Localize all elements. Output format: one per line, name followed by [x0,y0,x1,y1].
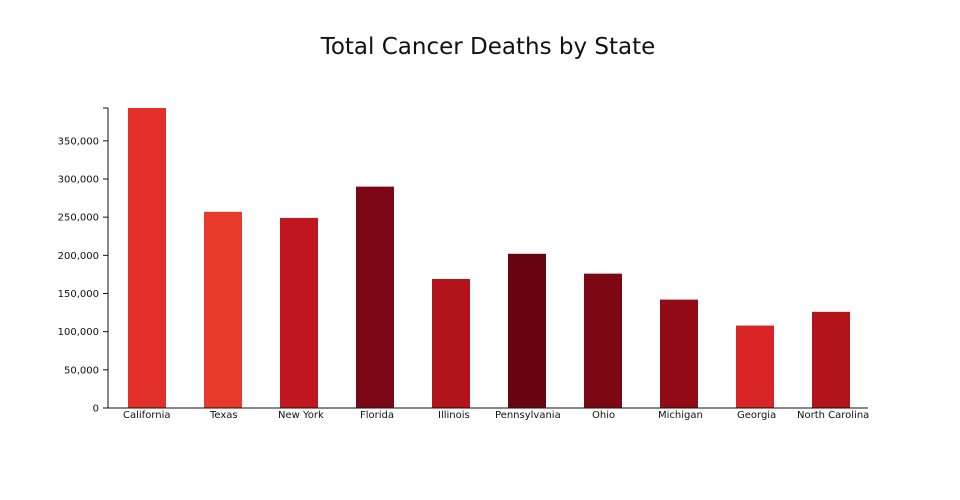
bar-ohio [584,273,622,408]
x-tick-label: New York [278,410,324,421]
bar-new-york [280,217,318,408]
y-tick-label: 0 [93,404,99,415]
y-tick-label: 250,000 [58,213,99,224]
y-tick-label: 50,000 [64,365,99,376]
bar-texas [204,211,242,408]
bars-group [128,108,850,408]
bar-florida [356,186,394,408]
y-axis: 0 50,000 100,000 150,000 200,000 250,000 300,0… [58,107,109,415]
x-tick-label: Florida [360,410,394,421]
x-axis: California Texas New York Florida Illinois Pe… [108,407,869,421]
bar-california [128,108,166,408]
y-tick-label: 200,000 [58,251,99,262]
chart-title: Total Cancer Deaths by State [320,34,656,60]
bar-illinois [432,278,470,408]
bar-michigan [660,299,698,408]
bar-georgia [736,325,774,408]
y-tick-label: 100,000 [58,327,99,338]
bar-pennsylvania [508,253,546,408]
bar-north-carolina [812,311,850,408]
x-tick-label: Texas [209,410,238,421]
x-tick-label: North Carolina [797,410,869,421]
y-tick-label: 350,000 [58,136,99,147]
y-tick-label: 300,000 [58,174,99,185]
y-tick-label: 150,000 [58,289,99,300]
x-tick-label: Pennsylvania [495,410,561,421]
x-tick-label: Illinois [438,410,470,421]
x-tick-label: Georgia [737,410,776,421]
x-tick-label: Michigan [658,410,703,421]
x-tick-label: Ohio [592,410,615,421]
x-tick-label: California [123,410,171,421]
